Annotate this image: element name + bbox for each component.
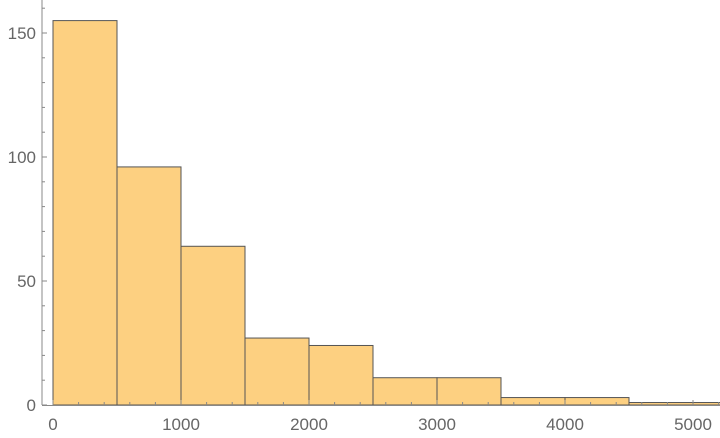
y-tick-label: 100 bbox=[8, 148, 36, 167]
histogram-bar bbox=[692, 402, 720, 406]
x-tick-label: 5000 bbox=[674, 415, 712, 434]
axes: 0 50 100 150 0 1000 2000 3000 4000 5000 bbox=[8, 0, 720, 434]
y-tick-label: 150 bbox=[8, 24, 36, 43]
y-tick-label: 0 bbox=[27, 396, 36, 415]
y-tick-label: 50 bbox=[17, 272, 36, 291]
histogram-bar bbox=[564, 397, 630, 406]
histogram-bar bbox=[116, 166, 182, 406]
x-tick-label: 0 bbox=[48, 415, 57, 434]
histogram-bar bbox=[244, 337, 310, 406]
x-tick-label: 2000 bbox=[290, 415, 328, 434]
histogram-bar bbox=[628, 402, 694, 406]
histogram-bar bbox=[52, 20, 118, 406]
histogram-bar bbox=[372, 377, 438, 406]
x-tick-label: 4000 bbox=[546, 415, 584, 434]
histogram-bar bbox=[500, 397, 566, 406]
bars bbox=[52, 20, 720, 406]
histogram-bar bbox=[180, 245, 246, 406]
x-tick-label: 1000 bbox=[162, 415, 200, 434]
histogram-bar bbox=[308, 344, 374, 406]
histogram-bar bbox=[436, 377, 502, 406]
x-tick-label: 3000 bbox=[418, 415, 456, 434]
